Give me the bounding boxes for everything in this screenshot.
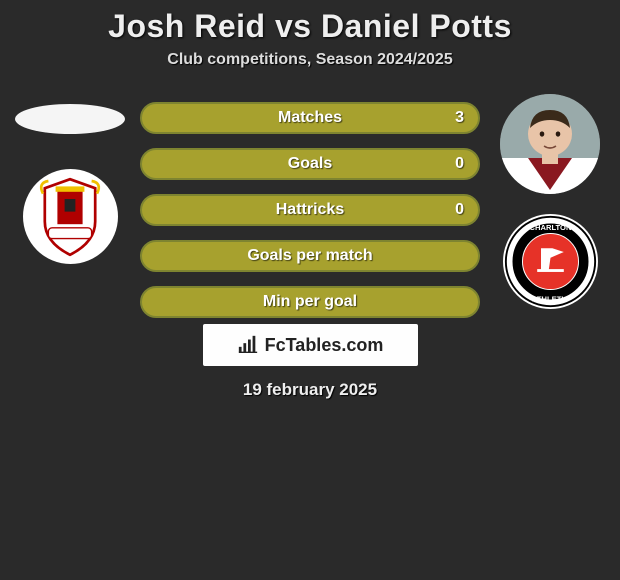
- stevenage-crest-icon: [25, 172, 115, 262]
- date-label: 19 february 2025: [243, 380, 377, 400]
- player1-avatar-placeholder: [15, 104, 125, 134]
- stat-label: Hattricks: [276, 201, 344, 219]
- svg-text:CHARLTON: CHARLTON: [529, 223, 571, 232]
- stats-column: Matches 3 Goals 0 Hattricks 0 Goals per match M…: [140, 94, 480, 318]
- stat-label: Min per goal: [263, 293, 357, 311]
- right-column: CHARLTON ATHLETIC: [480, 94, 620, 318]
- title-player1: Josh Reid: [108, 8, 265, 44]
- chart-icon: [237, 334, 259, 356]
- svg-text:ATHLETIC: ATHLETIC: [532, 294, 569, 303]
- stat-value-right: 0: [455, 155, 464, 173]
- stat-label: Goals per match: [247, 247, 372, 265]
- fctables-badge[interactable]: FcTables.com: [203, 324, 418, 366]
- left-column: [0, 94, 140, 318]
- stat-value-right: 3: [455, 109, 464, 127]
- title-vs: vs: [275, 8, 312, 44]
- badge-text: FcTables.com: [265, 335, 384, 356]
- title-player2: Daniel Potts: [321, 8, 512, 44]
- page-title: Josh Reid vs Daniel Potts: [108, 8, 512, 45]
- stat-pill-min-per-goal: Min per goal: [140, 286, 480, 318]
- subtitle: Club competitions, Season 2024/2025: [167, 51, 452, 69]
- charlton-crest-icon: CHARLTON ATHLETIC: [503, 214, 598, 309]
- columns: Matches 3 Goals 0 Hattricks 0 Goals per match M…: [0, 94, 620, 318]
- comparison-card: Josh Reid vs Daniel Potts Club competiti…: [0, 0, 620, 580]
- player1-club-badge: [23, 169, 118, 264]
- stat-pill-goals-per-match: Goals per match: [140, 240, 480, 272]
- player2-club-badge: CHARLTON ATHLETIC: [503, 214, 598, 309]
- player2-photo-icon: [500, 94, 600, 194]
- stat-pill-matches: Matches 3: [140, 102, 480, 134]
- stat-label: Matches: [278, 109, 342, 127]
- stat-pill-hattricks: Hattricks 0: [140, 194, 480, 226]
- stat-value-right: 0: [455, 201, 464, 219]
- player2-avatar: [500, 94, 600, 194]
- stat-label: Goals: [288, 155, 332, 173]
- stat-pill-goals: Goals 0: [140, 148, 480, 180]
